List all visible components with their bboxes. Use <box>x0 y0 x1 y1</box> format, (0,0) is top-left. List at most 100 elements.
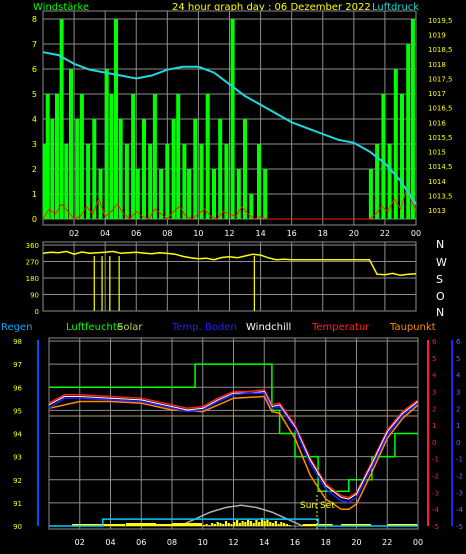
wind-speed-bar <box>205 94 210 219</box>
legend: Regen Luftfeuchte Solar Temp. Boden Wind… <box>1 322 436 333</box>
legend-temp-boden: Temp. Boden <box>171 322 237 333</box>
solar-radiation-bar <box>238 523 241 526</box>
wind-speed-bar <box>171 119 176 219</box>
wind-direction-spikes <box>93 256 255 311</box>
wind-speed-bar <box>249 194 254 219</box>
x-tick-label: 20 <box>351 538 361 547</box>
wind-speed-bar <box>135 169 140 219</box>
pressure-tick-label: 1016 <box>428 119 446 127</box>
wind-speed-bar <box>212 169 216 219</box>
wind-speed-bar <box>257 144 261 219</box>
pressure-tick-label: 1015 <box>428 149 446 157</box>
wind-speed-tick-label: 0 <box>32 215 37 224</box>
legend-regen: Regen <box>1 322 33 333</box>
wind-gust-line <box>42 187 417 220</box>
humidity-tick-label: 96 <box>13 384 22 392</box>
solar-radiation-bar <box>236 520 239 526</box>
solar-curve <box>179 504 304 527</box>
wind-speed-bar <box>50 119 55 219</box>
ground-temperature-tick-label: -5 <box>456 523 463 531</box>
wind-speed-bar <box>393 69 398 219</box>
humidity-tick-label: 94 <box>13 431 22 439</box>
wind-speed-bar <box>152 94 157 219</box>
x-tick-label: 06 <box>131 229 141 238</box>
wind-speed-bar <box>142 119 146 219</box>
humidity-tick-label: 90 <box>13 523 22 531</box>
humidity-tick-labels: 90 91 92 93 94 95 96 97 98 <box>13 338 22 531</box>
x-tick-label: 14 <box>259 538 269 547</box>
wind-direction-tick-label: 0 <box>35 308 39 316</box>
wind-speed-bar <box>104 69 109 219</box>
wind-speed-bar <box>98 169 103 219</box>
legend-temperatur: Temperatur <box>311 322 370 333</box>
rain-line <box>49 518 418 527</box>
solar-radiation-bar <box>233 522 236 526</box>
compass-label-w: W <box>436 256 447 269</box>
solar-radiation-bar <box>125 523 156 526</box>
wind-speed-bar <box>114 19 118 219</box>
solar-radiation-bar <box>205 524 208 526</box>
x-tick-label: 02 <box>75 538 85 547</box>
wind-speed-bar <box>45 94 50 219</box>
pressure-tick-label: 1019,5 <box>428 17 453 25</box>
legend-luftfeuchte: Luftfeuchte <box>66 322 123 333</box>
wind-speed-tick-label: 8 <box>32 15 37 24</box>
ground-temperature-tick-label: 5 <box>456 355 460 363</box>
wind-speed-tick-label: 1 <box>32 190 37 199</box>
ground-temperature-tick-label: 2 <box>456 405 460 413</box>
ground-temperature-tick-label: -2 <box>456 473 463 481</box>
pressure-tick-label: 1013 <box>428 207 446 215</box>
solar-radiation-bar <box>266 520 269 526</box>
wind-speed-tick-label: 7 <box>32 40 37 49</box>
solar-radiation-bar <box>211 523 214 526</box>
solar-radiation-bar <box>148 524 179 526</box>
solar-radiation-bar <box>285 524 288 526</box>
solar-radiation-bar <box>230 524 233 526</box>
wind-speed-bar <box>131 94 136 219</box>
wind-speed-bar <box>230 19 235 219</box>
temperature-tick-label: -4 <box>432 506 440 514</box>
pressure-tick-label: 1014 <box>428 178 446 186</box>
humidity-tick-label: 92 <box>13 477 22 485</box>
wind-direction-tick-label: 360 <box>26 242 39 250</box>
wind-speed-bar <box>218 119 223 219</box>
wind-direction-tick-label: 90 <box>30 292 39 300</box>
x-tick-label: 10 <box>193 229 203 238</box>
temperature-tick-label: 1 <box>432 422 436 430</box>
pressure-line <box>42 51 417 205</box>
wind-speed-tick-label: 4 <box>32 115 37 124</box>
temperature-tick-label: -5 <box>432 523 439 531</box>
wind-speed-bar <box>224 144 229 219</box>
solar-radiation-bar <box>288 525 291 526</box>
wind-speed-bar <box>199 144 204 219</box>
ground-temperature-tick-label: -4 <box>456 506 464 514</box>
x-tick-label: 10 <box>198 538 208 547</box>
pressure-tick-label: 1015,5 <box>428 134 453 142</box>
solar-radiation-bar <box>247 519 250 526</box>
wind-speed-bar <box>64 144 69 219</box>
wind-speed-bar <box>165 144 170 219</box>
solar-radiation-bar <box>260 518 264 526</box>
wind-speed-bar <box>75 119 80 219</box>
solar-radiation-bar <box>224 521 228 526</box>
wind-pressure-x-tick-labels: 02 04 06 08 10 12 14 16 18 20 22 00 <box>69 229 421 238</box>
wind-speed-bar <box>187 169 192 219</box>
x-tick-label: 22 <box>382 538 392 547</box>
solar-radiation-bar <box>274 521 277 526</box>
solar-radiation-bar <box>227 523 230 526</box>
humidity-tick-label: 91 <box>13 500 22 508</box>
wind-speed-bar <box>368 169 373 219</box>
temperature-tick-label: 4 <box>432 372 437 380</box>
x-tick-label: 16 <box>290 538 300 547</box>
ground-temperature-tick-label: 6 <box>456 338 461 346</box>
x-tick-label: 16 <box>287 229 297 238</box>
wind-speed-bar <box>79 94 84 219</box>
ground-temperature-tick-label: 4 <box>456 372 461 380</box>
solar-radiation-bar <box>255 520 258 526</box>
humidity-tick-label: 98 <box>13 338 22 346</box>
wind-speed-bar <box>381 94 386 219</box>
wind-direction-tick-labels: 0 90 180 270 360 <box>26 242 39 316</box>
ground-temperature-tick-label: 1 <box>456 422 460 430</box>
solar-radiation-bar <box>222 524 225 526</box>
